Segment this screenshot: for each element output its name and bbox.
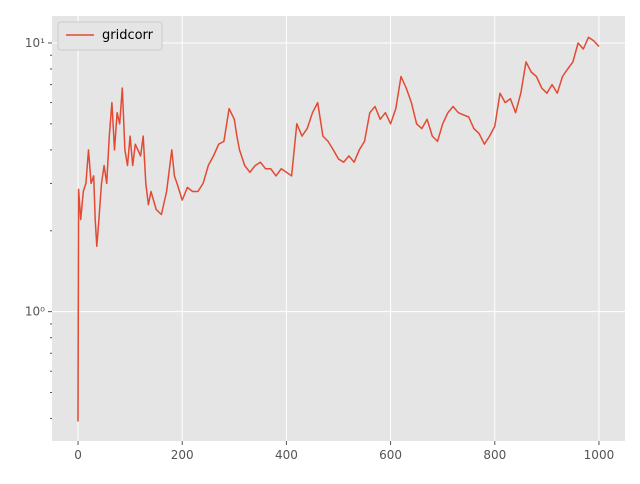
x-tick-label: 1000 (584, 448, 615, 462)
legend-label: gridcorr (102, 28, 154, 43)
x-tick-label: 800 (483, 448, 506, 462)
plot-area (52, 16, 625, 441)
legend-box (57, 21, 163, 51)
line (77, 36, 600, 422)
y-tick-label: 10⁰ (25, 305, 45, 319)
x-tick-label: 600 (379, 448, 402, 462)
x-tick-label: 400 (275, 448, 298, 462)
x-tick-label: 0 (74, 448, 82, 462)
y-tick-label: 10¹ (25, 36, 45, 50)
x-tick-label: 200 (171, 448, 194, 462)
